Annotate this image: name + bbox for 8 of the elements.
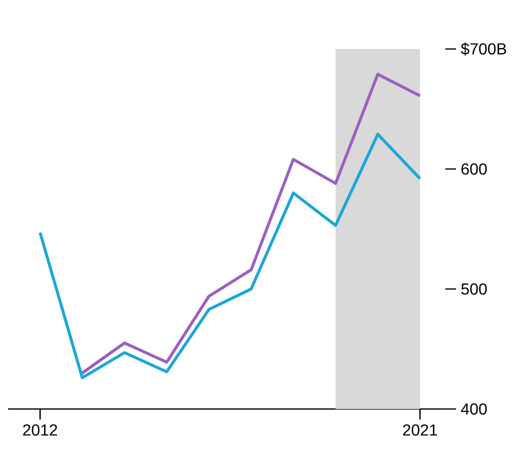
x-tick-label: 2021 <box>403 424 438 436</box>
line-series <box>80 72 422 374</box>
line-series <box>38 132 422 380</box>
y-tick-label: 400 <box>461 403 487 415</box>
x-tick-label: 2012 <box>23 424 58 436</box>
y-tick-label: $700B <box>460 42 506 56</box>
y-tick-label: 600 <box>462 163 487 175</box>
y-tick-label: 500 <box>461 283 487 295</box>
